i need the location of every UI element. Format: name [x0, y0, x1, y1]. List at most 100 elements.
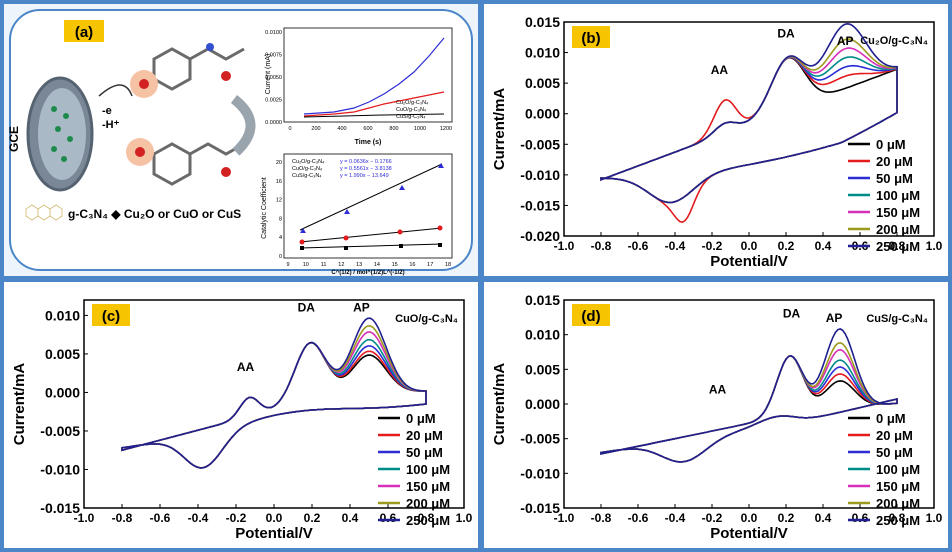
x-tick-label: 0.6 [852, 511, 869, 525]
x-tick-label: 0.0 [741, 239, 758, 253]
legend-label: 0 μM [406, 411, 436, 426]
x-tick-label: -1.0 [554, 511, 575, 525]
y-axis-label: Current/mA [491, 363, 508, 446]
reaction-electron: -e [102, 105, 112, 117]
cycle-arrow-icon [230, 95, 256, 156]
y-axis-label: Current/mA [11, 363, 28, 446]
y-tick-label: 0.010 [525, 45, 560, 61]
inset1-ylabel: Current (mA) [265, 54, 272, 94]
legend-label: 50 μM [876, 445, 913, 460]
panel-b: -0.020 -0.015 -0.010 -0.005 0.000 0.005 0.010 0… [484, 4, 948, 276]
inset2-xtick: 14 [374, 262, 380, 268]
x-tick-label: -0.4 [665, 239, 686, 253]
x-axis-label: Potential/V [235, 525, 313, 542]
inset1-ticks: 0.0000 0.0025 0.0050 0.0075 0.0100 0 200 400 600… [265, 30, 452, 132]
y-tick-label: -0.015 [520, 500, 560, 516]
electrode-surface-icon [38, 88, 86, 180]
nitrogen-atom-icon [206, 43, 214, 51]
x-axis-label: Potential/V [710, 253, 788, 270]
y-tick-label: 0.005 [525, 75, 560, 91]
panel-d: -0.015 -0.010 -0.005 0.000 0.005 0.010 0.015 -1… [484, 282, 948, 548]
legend-label: 100 μM [406, 462, 450, 477]
legend-label: 100 μM [876, 188, 920, 203]
panel-c: -0.015 -0.010 -0.005 0.000 0.005 0.010 -1.0 -0.… [4, 282, 478, 548]
y-tick-label: -0.010 [520, 167, 560, 183]
inset1-ytick: 0.0050 [265, 75, 282, 81]
cv-curve-1 [600, 56, 898, 223]
cv-chart-b: -0.020-0.015-0.010-0.0050.0000.0050.0100… [491, 14, 943, 270]
y-tick-label: 0.010 [525, 327, 560, 343]
y-tick-label: 0.015 [525, 14, 560, 30]
legend-label: 0 μM [876, 411, 906, 426]
inset-catalytic: Catalytic Coefficient C^(1/2) / mol^(1/2… [261, 153, 453, 276]
inset2-ytick: 0 [279, 254, 282, 260]
x-tick-label: -0.8 [112, 511, 133, 525]
quinone-oxygen-icon [135, 147, 145, 157]
legend-label: 50 μM [876, 171, 913, 186]
cv-chart-c: -0.015 -0.010 -0.005 0.000 0.005 0.010 -1.0 -0.… [11, 299, 473, 542]
inset2-xtick: 15 [392, 262, 398, 268]
inset2-eq-1: y = 0.5561x − 3.8138 [340, 166, 392, 172]
inset2-ytick: 12 [276, 198, 282, 204]
legend-label: 0 μM [876, 137, 906, 152]
x-tick-label: 0.4 [815, 239, 832, 253]
panel-label-bg [92, 304, 130, 326]
peak-annotation: AP [837, 34, 854, 48]
inset1-ytick: 0.0000 [265, 120, 282, 126]
cv-chart-d: -0.015 -0.010 -0.005 0.000 0.005 0.010 0.015 -1… [491, 292, 943, 542]
y-tick-label: 0.000 [45, 384, 80, 400]
x-tick-label: 1.0 [456, 511, 473, 525]
inset1-legend-2: CuS/g-C₃N₄ [396, 114, 426, 120]
y-tick-label: 0.000 [525, 396, 560, 412]
y-tick-label: -0.015 [40, 500, 80, 516]
y-tick-label: -0.015 [520, 197, 560, 213]
legend-label: 50 μM [406, 445, 443, 460]
inset2-xtick: 17 [427, 262, 433, 268]
panel-label: (b) [581, 30, 600, 47]
y-tick-label: -0.010 [520, 465, 560, 481]
inset2-xtick: 16 [409, 262, 415, 268]
carbonyl-oxygen-icon [221, 71, 231, 81]
inset1-xtick: 0 [288, 126, 291, 132]
inset1-ytick: 0.0025 [265, 98, 282, 104]
inset1-xtick: 200 [311, 126, 320, 132]
legend-label: 200 μM [876, 496, 920, 511]
peak-annotation: AA [237, 360, 255, 374]
cv-curve-3 [600, 56, 898, 204]
panel-a: (a) GCE -e -H⁺ g-C₃N [4, 4, 478, 276]
electrode-label: GCE [7, 126, 21, 152]
peak-annotation: AA [711, 63, 729, 77]
x-tick-label: 0.6 [380, 511, 397, 525]
legend-label: 250 μM [876, 239, 920, 254]
legend-label: 200 μM [406, 496, 450, 511]
legend-label: 250 μM [406, 513, 450, 528]
panel-a-label: (a) [75, 24, 93, 41]
panel-label: (d) [581, 308, 600, 325]
x-tick-label: -1.0 [74, 511, 95, 525]
x-tick-label: 0.4 [815, 511, 832, 525]
legend-label: 100 μM [876, 462, 920, 477]
catalyst-dots-icon [51, 106, 73, 162]
legend-label: 250 μM [876, 513, 920, 528]
cv-curve-6 [600, 328, 898, 463]
cv-curve-2 [600, 56, 898, 204]
legend-label: 200 μM [876, 222, 920, 237]
inset2-eq-2: y = 1.990x − 13.649 [340, 173, 389, 179]
x-tick-label: -0.6 [150, 511, 171, 525]
x-tick-label: 1.0 [926, 239, 943, 253]
y-tick-label: -0.005 [520, 136, 560, 152]
inset2-xtick: 9 [286, 262, 289, 268]
inset2-xtick: 12 [338, 262, 344, 268]
inset2-xlabel: C^(1/2) / mol^(1/2)L^(-1/2) [331, 270, 404, 276]
chart-title: CuS/g-C₃N₄ [866, 313, 928, 325]
inset2-ytick: 20 [276, 160, 282, 166]
y-tick-label: -0.020 [520, 228, 560, 244]
legend-label: 150 μM [406, 479, 450, 494]
x-tick-label: -0.2 [226, 511, 247, 525]
x-tick-label: 0.8 [418, 511, 435, 525]
x-tick-label: 0.2 [778, 511, 795, 525]
y-tick-label: 0.015 [525, 292, 560, 308]
x-tick-label: 0.2 [778, 239, 795, 253]
inset1-xtick: 800 [389, 126, 398, 132]
y-tick-label: 0.000 [525, 106, 560, 122]
